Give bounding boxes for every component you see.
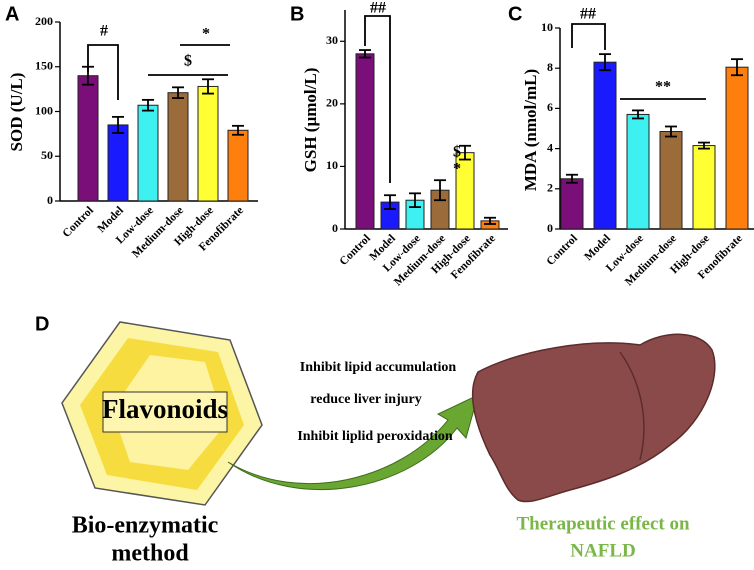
panel-label: D bbox=[35, 313, 49, 335]
error-bar bbox=[459, 144, 471, 161]
significance-label: ## bbox=[370, 0, 386, 17]
panel-label: C bbox=[508, 3, 522, 25]
error-bar bbox=[384, 194, 396, 210]
y-tick-label: 0 bbox=[547, 221, 553, 235]
bar bbox=[355, 53, 375, 230]
y-tick-label: 200 bbox=[35, 14, 53, 28]
y-axis-label: MDA (nmol/mL) bbox=[521, 69, 540, 191]
effect: Inhibit liplid peroxidation bbox=[297, 429, 453, 444]
diagram: D Flavonoids Inhibit lipid accumulation … bbox=[35, 313, 716, 567]
bar bbox=[77, 75, 99, 202]
outcome: Therapeutic effect on bbox=[516, 513, 689, 534]
bar bbox=[659, 131, 683, 230]
significance-label: $ bbox=[184, 53, 192, 70]
effect: reduce liver injury bbox=[310, 392, 421, 407]
y-tick-label: 10 bbox=[326, 158, 338, 172]
panel-label: B bbox=[290, 3, 304, 25]
y-axis-label: SOD (U/L) bbox=[7, 73, 26, 152]
y-axis-label: GSH (µmol/L) bbox=[301, 68, 320, 173]
significance-label: ** bbox=[655, 79, 671, 96]
bar bbox=[725, 66, 749, 230]
error-bar bbox=[566, 173, 578, 184]
y-tick-label: 8 bbox=[547, 60, 553, 74]
error-bar bbox=[202, 78, 214, 95]
error-bar bbox=[409, 192, 421, 209]
panel-label: A bbox=[5, 3, 19, 25]
bar bbox=[137, 104, 159, 202]
bar bbox=[626, 113, 650, 230]
error-bar bbox=[698, 141, 710, 150]
y-tick-label: 2 bbox=[547, 181, 553, 195]
significance-bracket bbox=[87, 44, 119, 100]
error-bar bbox=[142, 98, 154, 112]
significance-label: $ bbox=[453, 144, 461, 161]
error-bar bbox=[359, 49, 371, 59]
method: Bio-enzymatic bbox=[72, 513, 219, 539]
x-tick-label: Control bbox=[338, 233, 373, 268]
y-tick-label: 4 bbox=[547, 140, 553, 154]
bar bbox=[197, 85, 219, 202]
error-bar bbox=[232, 124, 244, 136]
effect: Inhibit lipid accumulation bbox=[300, 360, 457, 375]
error-bar bbox=[434, 179, 446, 202]
compound-label: Flavonoids bbox=[102, 394, 228, 424]
significance-label: * bbox=[453, 161, 461, 178]
significance-label: * bbox=[202, 26, 210, 43]
bar bbox=[167, 92, 189, 202]
x-tick-label: Model bbox=[582, 233, 613, 264]
bar bbox=[227, 129, 249, 202]
error-bar bbox=[665, 125, 677, 138]
significance-label: # bbox=[100, 23, 108, 40]
error-bar bbox=[172, 86, 184, 99]
error-bar bbox=[599, 53, 611, 72]
y-tick-label: 100 bbox=[35, 103, 53, 117]
significance-bracket bbox=[364, 15, 391, 183]
y-tick-label: 6 bbox=[547, 100, 553, 114]
bar bbox=[593, 61, 617, 230]
liver bbox=[471, 333, 716, 503]
significance-label: ## bbox=[580, 6, 596, 23]
outcome: NAFLD bbox=[570, 540, 635, 561]
error-bar bbox=[632, 109, 644, 120]
y-tick-label: 30 bbox=[326, 33, 338, 47]
y-tick-label: 0 bbox=[47, 193, 53, 207]
x-tick-label: Control bbox=[61, 205, 96, 240]
significance-bracket bbox=[571, 23, 606, 50]
error-bar bbox=[112, 115, 124, 134]
bar bbox=[107, 124, 129, 202]
error-bar bbox=[731, 58, 743, 77]
bar bbox=[560, 178, 584, 230]
y-tick-label: 150 bbox=[35, 59, 53, 73]
y-tick-label: 20 bbox=[326, 96, 338, 110]
method: method bbox=[111, 541, 189, 567]
y-tick-label: 50 bbox=[41, 148, 53, 162]
y-tick-label: 0 bbox=[332, 221, 338, 235]
liver-lobe bbox=[619, 351, 645, 461]
y-tick-label: 10 bbox=[541, 20, 553, 34]
bar bbox=[692, 145, 716, 230]
x-tick-label: Control bbox=[545, 233, 580, 268]
error-bar bbox=[484, 216, 496, 225]
compound-box bbox=[102, 391, 228, 433]
